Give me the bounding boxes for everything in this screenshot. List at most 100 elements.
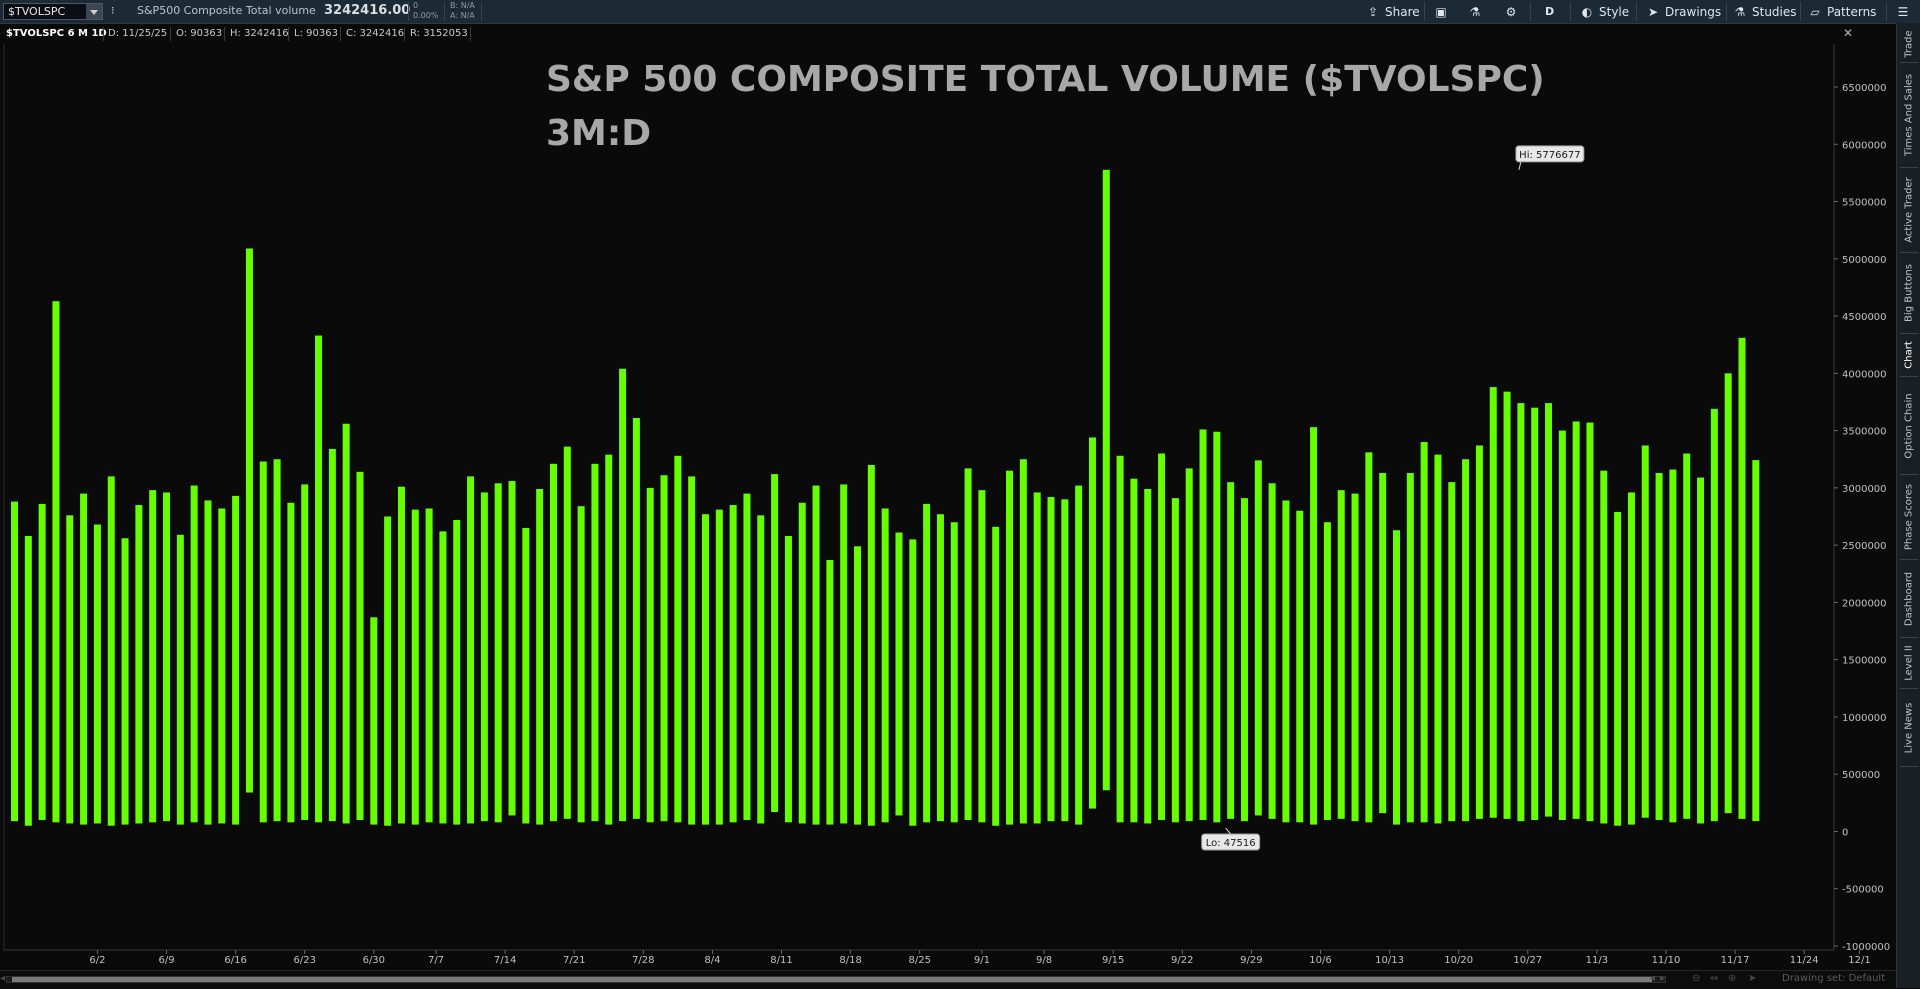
volume-bar bbox=[80, 493, 88, 825]
tab-divider bbox=[1900, 474, 1918, 475]
volume-bar bbox=[1641, 445, 1649, 818]
symbol-dropdown-icon[interactable] bbox=[86, 4, 102, 19]
tab-dashboard[interactable]: Dashboard bbox=[1897, 561, 1920, 636]
x-tick-label: 6/2 bbox=[89, 955, 105, 966]
change-percent: 0.00% bbox=[413, 11, 439, 20]
volume-bar bbox=[397, 486, 405, 824]
x-tick-label: 6/30 bbox=[363, 955, 385, 966]
volume-bar bbox=[384, 516, 392, 826]
volume-bar bbox=[549, 463, 557, 822]
volume-bar bbox=[1572, 421, 1580, 819]
toolbar-divider bbox=[481, 2, 482, 21]
volume-bar bbox=[1088, 437, 1096, 809]
x-tick-label: 8/25 bbox=[908, 955, 930, 966]
tab-level-ii[interactable]: Level II bbox=[1897, 639, 1920, 687]
y-tick-label: 2000000 bbox=[1842, 598, 1887, 609]
volume-bar bbox=[1475, 445, 1483, 819]
notes-button[interactable]: ▣ bbox=[1434, 2, 1453, 21]
volume-bar bbox=[812, 485, 820, 825]
symbol-text[interactable]: $TVOLSPC bbox=[8, 5, 66, 18]
scroll-back-icon[interactable]: ◂ bbox=[1650, 973, 1656, 984]
studies-label: Studies bbox=[1752, 4, 1797, 19]
series-label: $TVOLSPC 6 M 1D bbox=[6, 28, 107, 39]
volume-bar bbox=[1545, 403, 1553, 817]
style-button[interactable]: ◐ Style bbox=[1580, 2, 1629, 21]
volume-bar bbox=[1310, 427, 1318, 825]
aggregation-button[interactable]: D bbox=[1545, 5, 1555, 18]
volume-bar bbox=[840, 484, 848, 824]
x-tick-label: 11/17 bbox=[1721, 955, 1750, 966]
bottom-bar: ◂ ◂ ▸ ⊖ ⇔ ⊕ ➤ Drawing set: Default bbox=[0, 970, 1896, 989]
share-button[interactable]: ⇪ Share bbox=[1366, 2, 1420, 21]
y-tick-label: 4000000 bbox=[1842, 369, 1887, 380]
x-tick-label: 7/7 bbox=[428, 955, 444, 966]
volume-bar bbox=[536, 489, 544, 825]
drawings-button[interactable]: ➤ Drawings bbox=[1646, 2, 1721, 21]
patterns-icon: ▱ bbox=[1810, 4, 1820, 19]
tab-active-trader[interactable]: Active Trader bbox=[1897, 169, 1920, 251]
volume-bar bbox=[1337, 490, 1345, 819]
scroll-forward-icon[interactable]: ▸ bbox=[1660, 973, 1666, 984]
tab-label: Trade bbox=[1903, 29, 1915, 58]
tab-times-and-sales[interactable]: Times And Sales bbox=[1897, 63, 1920, 166]
volume-bar bbox=[1697, 477, 1705, 824]
drawing-set-label[interactable]: Drawing set: Default bbox=[1782, 973, 1886, 984]
tab-option-chain[interactable]: Option Chain bbox=[1897, 378, 1920, 473]
flask-button[interactable]: ⚗ bbox=[1468, 2, 1487, 21]
settings-button[interactable]: ⚙ bbox=[1504, 2, 1523, 21]
tab-label: Phase Scores bbox=[1903, 483, 1915, 551]
close-icon[interactable]: ✕ bbox=[1843, 26, 1854, 40]
volume-bar bbox=[480, 492, 488, 822]
menu-button[interactable]: ☰ bbox=[1896, 2, 1915, 21]
tab-trade[interactable]: Trade bbox=[1897, 26, 1920, 61]
studies-button[interactable]: ⚗ Studies bbox=[1733, 2, 1797, 21]
volume-bar bbox=[453, 519, 461, 825]
volume-bar bbox=[688, 476, 696, 825]
tab-phase-scores[interactable]: Phase Scores bbox=[1897, 476, 1920, 558]
tab-divider bbox=[1900, 688, 1918, 689]
scroll-left-icon[interactable]: ◂ bbox=[0, 973, 6, 984]
volume-bar bbox=[1006, 470, 1014, 825]
x-tick-label: 10/13 bbox=[1375, 955, 1404, 966]
crosshair-icon[interactable]: ⊕ bbox=[1728, 973, 1737, 984]
tab-big-buttons[interactable]: Big Buttons bbox=[1897, 254, 1920, 332]
volume-bar bbox=[909, 539, 917, 826]
zoom-out-icon[interactable]: ⊖ bbox=[1692, 973, 1701, 984]
symbol-selector[interactable]: $TVOLSPC bbox=[3, 3, 103, 20]
volume-bar bbox=[591, 463, 599, 822]
volume-bar bbox=[1448, 482, 1456, 822]
volume-bar bbox=[232, 495, 240, 825]
tab-label: Chart bbox=[1903, 341, 1915, 369]
volume-bar bbox=[149, 490, 157, 823]
volume-bar bbox=[494, 483, 502, 823]
tab-label: Active Trader bbox=[1903, 177, 1915, 243]
volume-bar bbox=[342, 423, 350, 824]
tab-divider bbox=[1900, 252, 1918, 253]
style-label: Style bbox=[1599, 4, 1630, 19]
link-icon[interactable]: ⁝ bbox=[111, 4, 115, 17]
volume-bar bbox=[1683, 453, 1691, 819]
volume-bar bbox=[1019, 459, 1027, 824]
scrollbar-thumb[interactable] bbox=[12, 977, 1652, 982]
volume-bar bbox=[1393, 530, 1400, 825]
cursor-icon[interactable]: ➤ bbox=[1748, 973, 1757, 984]
volume-chart[interactable]: -1000000 -500000 0 500000 1000000 1500000 2000… bbox=[0, 44, 1896, 970]
volume-bar bbox=[135, 505, 143, 824]
volume-bar bbox=[784, 535, 792, 823]
volume-bar bbox=[1061, 499, 1069, 822]
volume-bar bbox=[1033, 492, 1041, 824]
volume-bar bbox=[619, 368, 627, 822]
pan-icon[interactable]: ⇔ bbox=[1710, 973, 1719, 984]
tab-divider bbox=[1900, 766, 1918, 767]
volume-bar bbox=[771, 474, 779, 812]
volume-bar bbox=[1420, 442, 1428, 823]
share-label: Share bbox=[1385, 4, 1420, 19]
tab-chart[interactable]: Chart bbox=[1897, 335, 1920, 375]
patterns-button[interactable]: ▱ Patterns bbox=[1808, 2, 1876, 21]
tab-live-news[interactable]: Live News bbox=[1897, 690, 1920, 765]
status-divider bbox=[404, 27, 405, 41]
volume-bar bbox=[1627, 492, 1635, 825]
menu-icon: ☰ bbox=[1897, 4, 1909, 19]
tab-label: Times And Sales bbox=[1903, 73, 1915, 156]
volume-bar bbox=[1075, 485, 1083, 825]
